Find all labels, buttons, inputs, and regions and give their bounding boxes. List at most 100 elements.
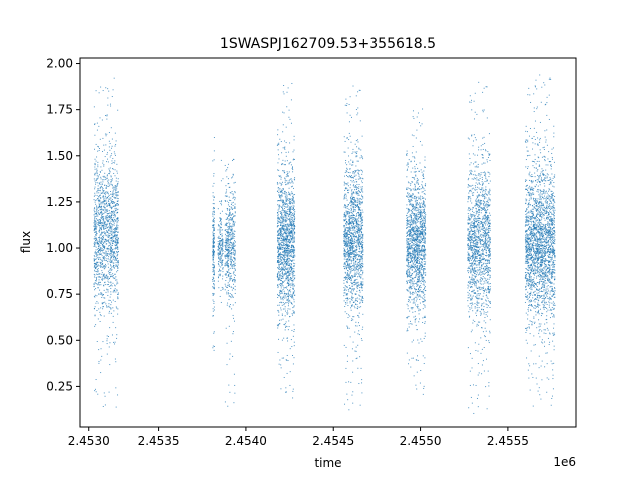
data-point: [94, 296, 96, 298]
data-point: [232, 237, 234, 239]
data-point: [227, 256, 229, 258]
data-point: [293, 331, 295, 333]
data-point: [350, 190, 352, 192]
data-point: [230, 214, 232, 216]
data-point: [104, 193, 106, 195]
data-point: [353, 198, 355, 200]
data-point: [112, 321, 114, 323]
data-point: [227, 232, 229, 234]
data-point: [350, 291, 352, 293]
data-point: [99, 138, 101, 140]
data-point: [224, 245, 226, 247]
data-point: [99, 219, 101, 221]
data-point: [114, 251, 115, 253]
data-point: [355, 350, 357, 352]
data-point: [104, 201, 106, 202]
data-point: [111, 266, 113, 268]
data-point: [219, 275, 221, 277]
data-point: [233, 158, 235, 160]
data-point: [360, 286, 362, 288]
data-point: [225, 327, 227, 329]
data-point: [279, 234, 281, 236]
data-point: [213, 267, 215, 269]
data-point: [344, 285, 346, 287]
data-point: [350, 221, 352, 223]
data-point: [351, 225, 353, 227]
data-point: [282, 241, 284, 243]
data-point: [289, 255, 291, 257]
data-point: [358, 255, 360, 257]
data-point: [233, 232, 235, 234]
data-point: [226, 169, 228, 171]
data-point: [280, 248, 282, 250]
data-point: [109, 299, 111, 301]
data-point: [292, 196, 294, 198]
data-point: [226, 286, 228, 288]
data-point: [354, 175, 356, 177]
data-point: [280, 243, 282, 245]
data-point: [109, 202, 111, 204]
data-point: [100, 247, 102, 249]
data-point: [277, 267, 279, 269]
data-point: [102, 241, 104, 243]
data-point: [226, 264, 228, 266]
data-point: [233, 317, 235, 319]
data-point: [222, 244, 224, 246]
data-point: [361, 258, 363, 260]
data-point: [352, 177, 354, 179]
data-point: [213, 262, 215, 264]
data-point: [94, 325, 96, 327]
data-point: [112, 220, 114, 222]
data-point: [213, 264, 215, 266]
data-point: [229, 235, 231, 237]
data-point: [292, 291, 294, 293]
data-point: [278, 241, 280, 243]
data-point: [290, 248, 292, 250]
data-point: [284, 140, 286, 142]
data-point: [213, 284, 215, 286]
data-point: [109, 235, 111, 237]
data-point: [100, 212, 102, 214]
data-point: [351, 222, 353, 224]
data-point: [110, 304, 112, 306]
data-point: [281, 183, 283, 185]
data-point: [110, 193, 112, 195]
data-point: [228, 239, 230, 241]
data-point: [112, 193, 114, 195]
data-point: [293, 221, 295, 223]
data-point: [290, 221, 292, 223]
data-point: [287, 276, 289, 278]
data-point: [292, 293, 294, 295]
data-point: [292, 252, 294, 254]
data-point: [362, 246, 364, 248]
data-point: [116, 221, 118, 223]
data-point: [351, 213, 353, 215]
data-point: [289, 235, 291, 237]
data-point: [282, 159, 284, 161]
data-point: [356, 237, 358, 239]
data-point: [99, 221, 101, 223]
data-point: [355, 282, 357, 284]
data-point: [346, 227, 348, 229]
data-point: [104, 203, 106, 205]
data-point: [347, 259, 349, 261]
data-point: [289, 212, 291, 214]
data-point: [114, 277, 116, 279]
data-point: [95, 239, 97, 241]
data-point: [348, 284, 350, 286]
data-point: [224, 251, 226, 253]
data-point: [112, 200, 114, 202]
data-point: [280, 237, 282, 239]
data-point: [287, 211, 289, 213]
data-point: [96, 266, 98, 268]
data-point: [345, 263, 346, 265]
data-point: [287, 255, 289, 257]
data-point: [280, 287, 282, 289]
data-point: [228, 276, 230, 278]
data-point: [109, 212, 111, 214]
data-point: [357, 245, 359, 247]
data-point: [108, 205, 110, 207]
data-point: [110, 269, 112, 271]
data-point: [95, 324, 97, 326]
data-point: [212, 241, 214, 243]
